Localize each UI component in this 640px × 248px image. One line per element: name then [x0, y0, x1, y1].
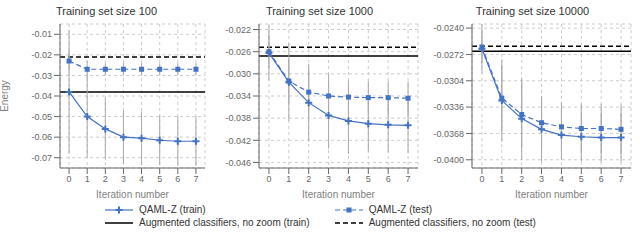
svg-text:0: 0: [266, 174, 271, 184]
html-text:QAML-Z (train): QAML-Z (train): [139, 204, 206, 215]
svg-text:0: 0: [67, 174, 72, 184]
svg-text:-0.0368: -0.0368: [433, 129, 464, 139]
svg-text:2: 2: [519, 174, 524, 184]
svg-text:-0.030: -0.030: [225, 69, 251, 79]
svg-text:-0.022: -0.022: [225, 25, 251, 35]
svg-text:-0.04: -0.04: [31, 91, 52, 101]
svg-text:3: 3: [326, 174, 331, 184]
svg-text:3: 3: [121, 174, 126, 184]
svg-text:5: 5: [366, 174, 371, 184]
html-text:Training set size 10000: Training set size 10000: [475, 5, 590, 17]
svg-text:-0.0304: -0.0304: [433, 76, 464, 86]
svg-text:7: 7: [193, 174, 198, 184]
html-text:Augmented classifiers, no zoom: Augmented classifiers, no zoom (train): [139, 217, 310, 228]
svg-text:-0.042: -0.042: [225, 136, 251, 146]
svg-text:1: 1: [85, 174, 90, 184]
svg-text:-0.02: -0.02: [31, 50, 52, 60]
svg-text:Energy: Energy: [8, 80, 10, 112]
html-text:Training set size 100: Training set size 100: [56, 5, 157, 17]
svg-text:1: 1: [286, 174, 291, 184]
svg-text:-0.038: -0.038: [225, 113, 251, 123]
svg-text:-0.0336: -0.0336: [433, 102, 464, 112]
svg-text:Iteration number: Iteration number: [515, 189, 588, 198]
svg-text:Iteration number: Iteration number: [302, 189, 375, 198]
svg-text:-0.07: -0.07: [31, 153, 52, 163]
svg-text:5: 5: [579, 174, 584, 184]
svg-text:2: 2: [306, 174, 311, 184]
svg-text:4: 4: [346, 174, 351, 184]
svg-text:1: 1: [499, 174, 504, 184]
svg-text:-0.0240: -0.0240: [433, 23, 464, 33]
svg-text:0: 0: [479, 174, 484, 184]
html-text:QAML-Z (test): QAML-Z (test): [368, 204, 432, 215]
svg-text:-0.0272: -0.0272: [433, 50, 464, 60]
svg-text:7: 7: [619, 174, 624, 184]
svg-text:-0.026: -0.026: [225, 47, 251, 57]
svg-text:-0.05: -0.05: [31, 112, 52, 122]
svg-text:-0.0400: -0.0400: [433, 155, 464, 165]
svg-text:2: 2: [103, 174, 108, 184]
svg-text:-0.034: -0.034: [225, 91, 251, 101]
svg-text:-0.01: -0.01: [31, 29, 52, 39]
html-text:Training set size 1000: Training set size 1000: [265, 5, 374, 17]
html-text:Augmented classifiers, no zoom: Augmented classifiers, no zoom (test): [368, 217, 536, 228]
svg-text:4: 4: [559, 174, 564, 184]
svg-text:6: 6: [175, 174, 180, 184]
svg-text:6: 6: [599, 174, 604, 184]
svg-text:6: 6: [386, 174, 391, 184]
svg-text:-0.046: -0.046: [225, 158, 251, 168]
svg-text:-0.03: -0.03: [31, 71, 52, 81]
svg-text:5: 5: [157, 174, 162, 184]
svg-text:3: 3: [539, 174, 544, 184]
svg-text:-0.06: -0.06: [31, 132, 52, 142]
svg-text:7: 7: [406, 174, 411, 184]
svg-text:4: 4: [139, 174, 144, 184]
svg-text:Iteration number: Iteration number: [96, 189, 169, 198]
